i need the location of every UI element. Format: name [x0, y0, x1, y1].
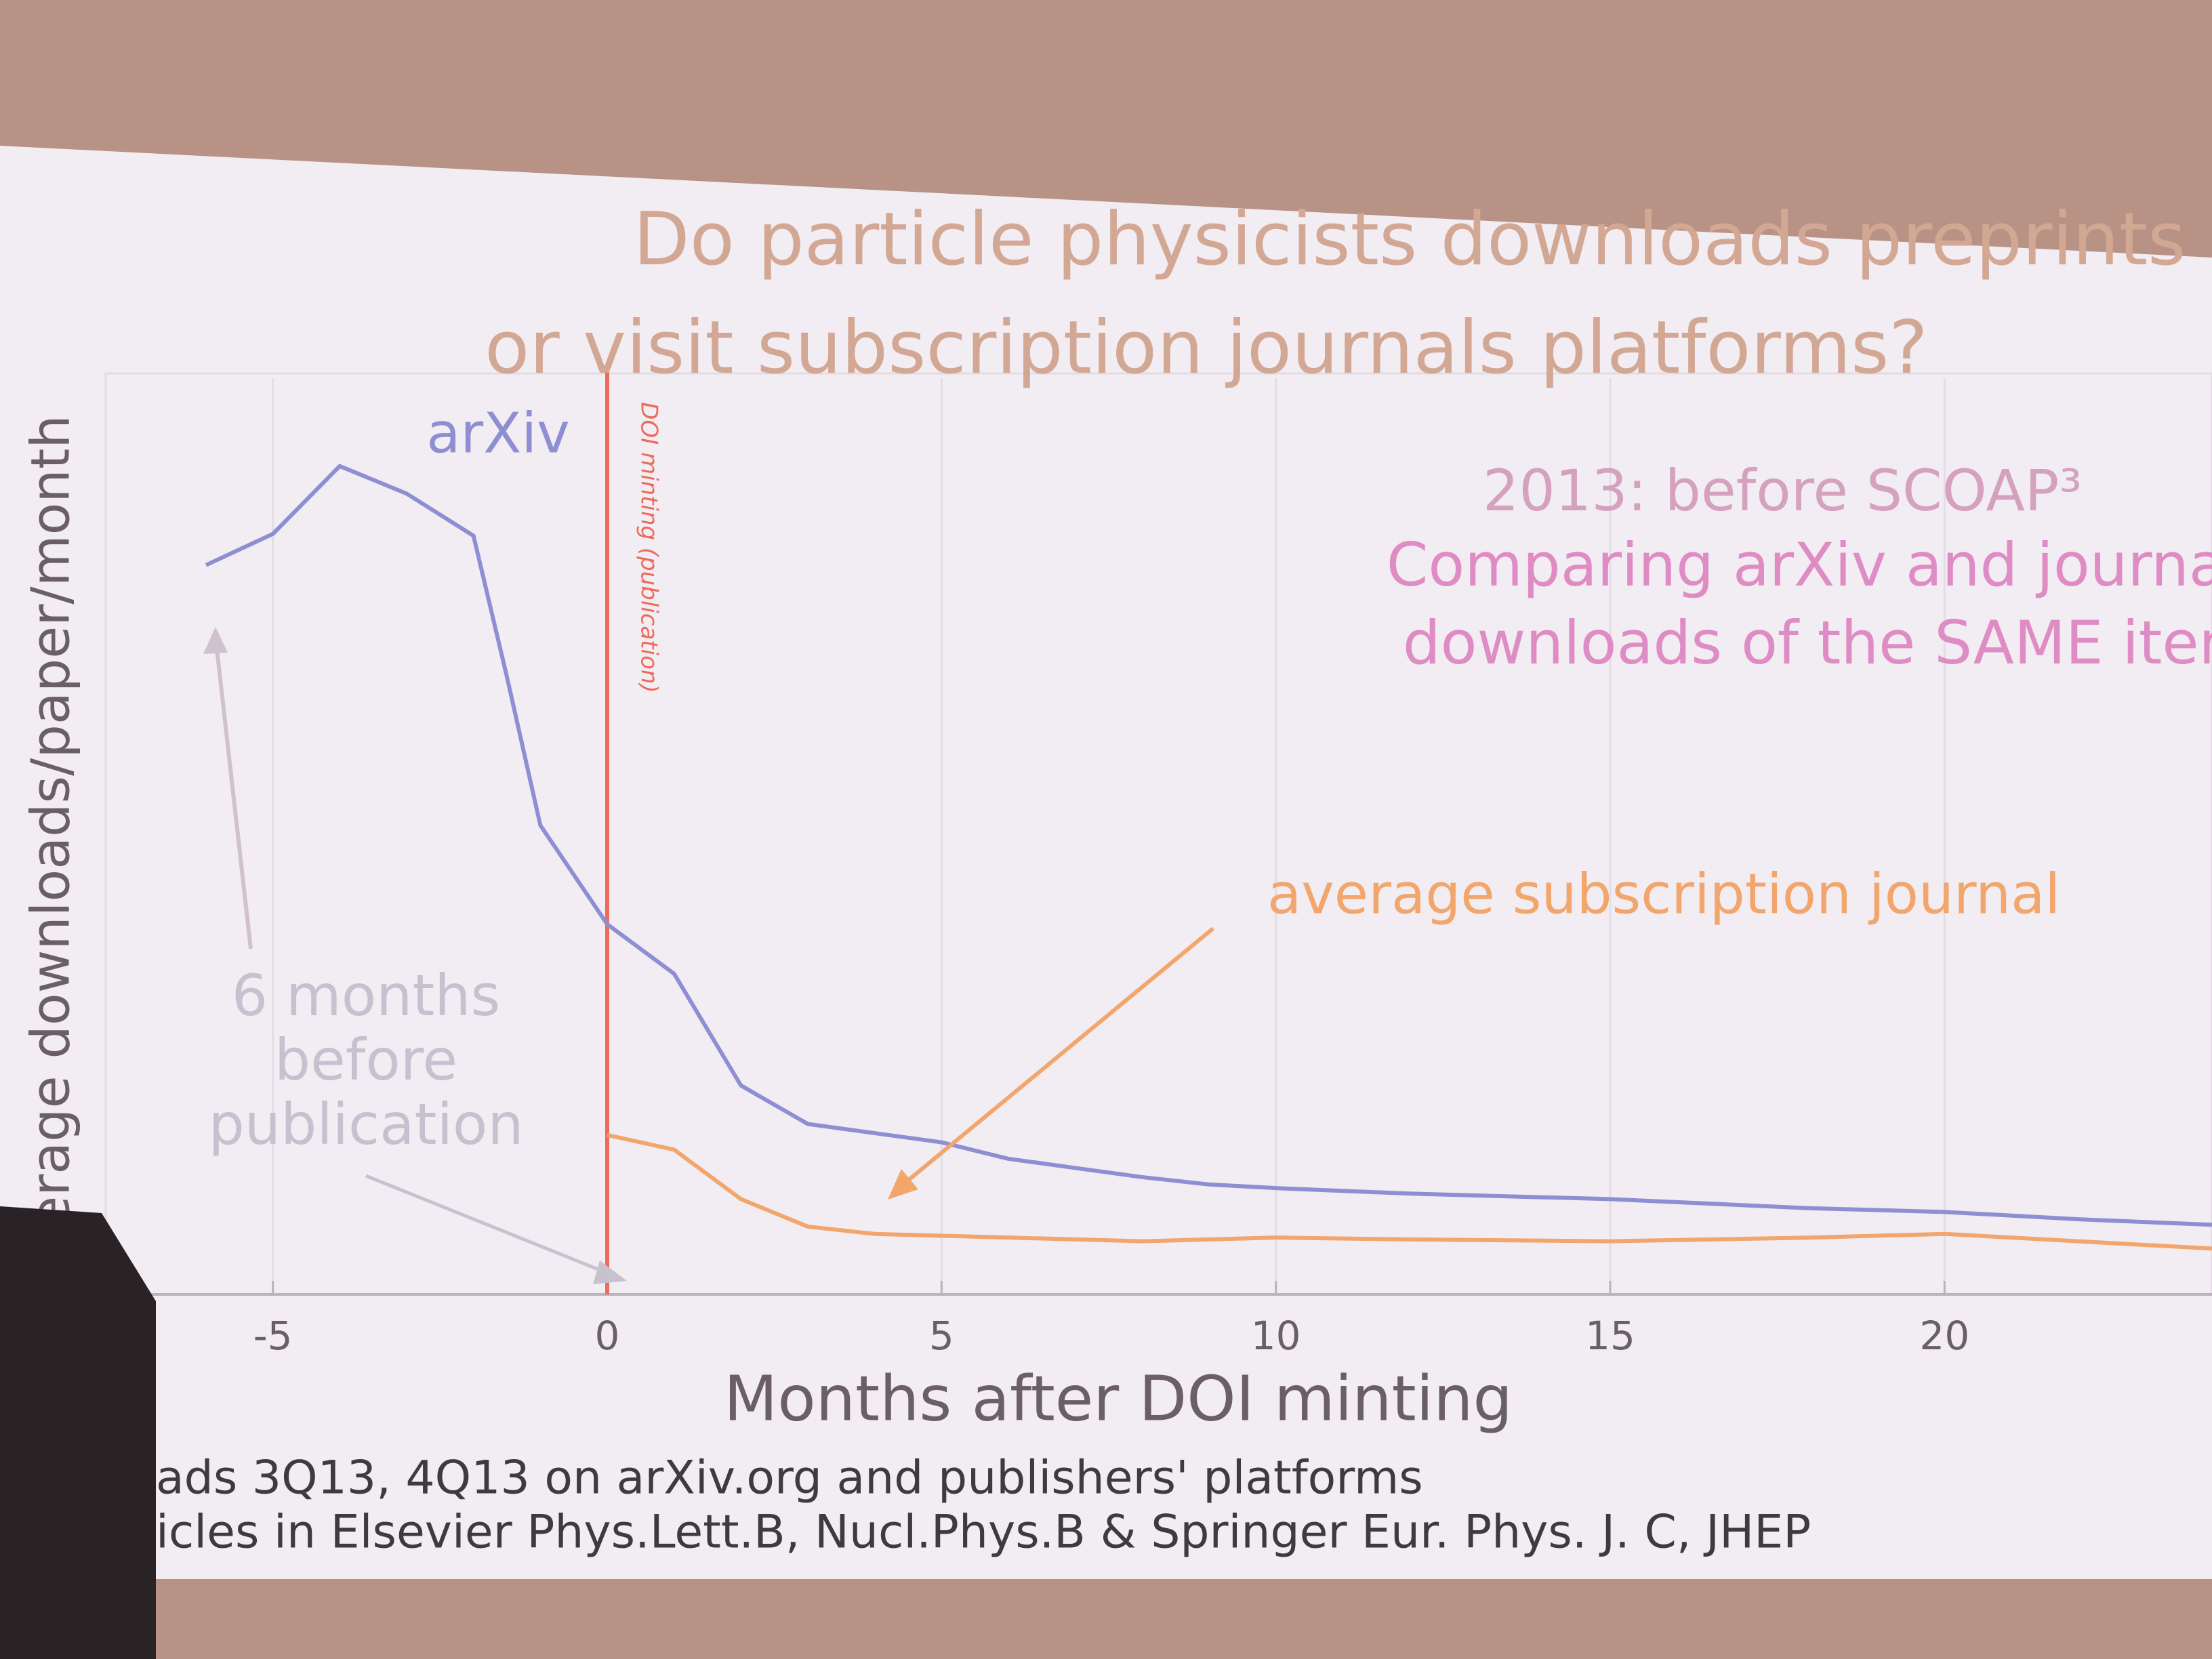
doi-label: DOI minting (publication)	[636, 402, 663, 693]
x-tick-label: -5	[253, 1313, 293, 1359]
note-line: Comparing arXiv and journals	[1387, 530, 2212, 600]
x-axis-label: Months after DOI minting	[724, 1362, 1513, 1435]
footnote: icles in Elsevier Phys.Lett.B, Nucl.Phys…	[156, 1506, 1811, 1559]
presenter-arm	[0, 1206, 156, 1659]
left-note: 6 months	[232, 962, 501, 1029]
x-tick-label: 20	[1919, 1313, 1969, 1359]
arrowhead	[888, 1169, 918, 1200]
left-note: publication	[208, 1091, 523, 1158]
x-tick-label: 5	[929, 1313, 954, 1359]
series-label: average subscription journal	[1267, 862, 2060, 926]
slide	[0, 146, 2212, 1579]
x-tick-label: 0	[595, 1313, 620, 1359]
x-tick-label: 10	[1251, 1313, 1301, 1359]
x-tick-label: 15	[1585, 1313, 1635, 1359]
arrow	[213, 636, 253, 949]
series-label: arXiv	[426, 401, 569, 466]
arrowhead	[593, 1261, 627, 1284]
series-line	[205, 464, 2212, 1227]
arrowhead	[203, 627, 228, 654]
y-axis-label: Average downloads/paper/month	[20, 415, 81, 1293]
plot: -5 0 5 10 15 20 DOI minting (publication) arXiv…	[106, 371, 2212, 1359]
note-line: 2013: before SCOAP³	[1483, 457, 2082, 524]
arrow	[900, 926, 1214, 1188]
title-line: Do particle physicists downloads preprin…	[634, 197, 2186, 282]
footnote: ads 3Q13, 4Q13 on arXiv.org and publishe…	[156, 1452, 1423, 1505]
note-line: downloads of the SAME item	[1403, 608, 2212, 678]
title-line: or visit subscription journals platforms…	[485, 306, 1928, 390]
arrow	[365, 1174, 611, 1276]
series-line	[607, 1132, 2212, 1251]
left-note: before	[274, 1027, 457, 1093]
